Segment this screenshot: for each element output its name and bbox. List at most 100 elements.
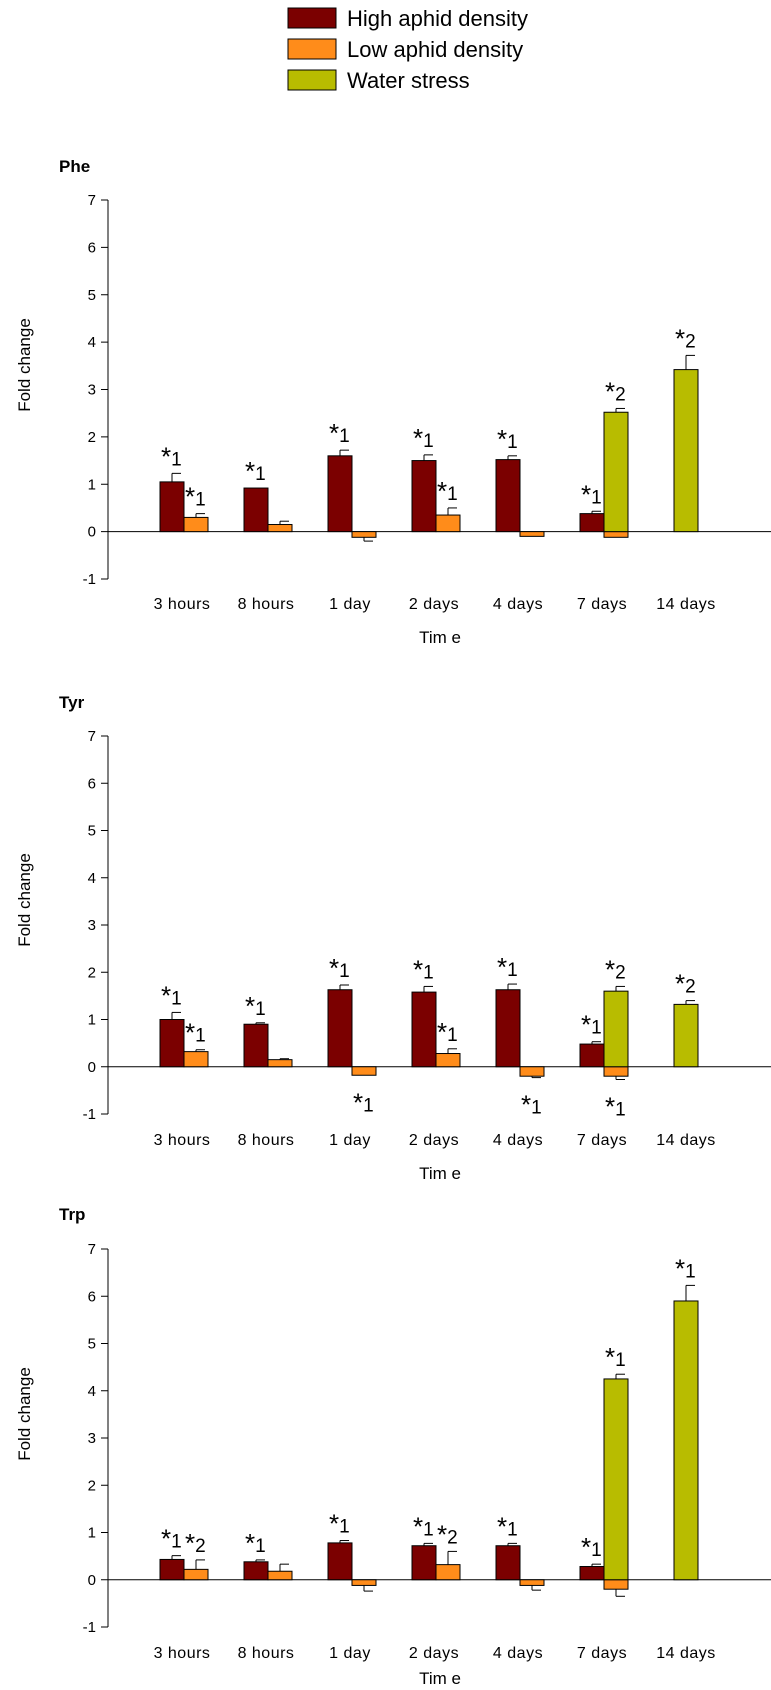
y-tick-label: 1 [88,1525,96,1542]
significance-group: 1 [447,1025,458,1046]
bar [579,1043,605,1068]
y-tick-label: 0 [88,1059,96,1076]
bar [411,460,437,533]
y-tick-label: 7 [88,1241,96,1258]
significance-label: *2 [675,323,696,353]
x-axis-label: Tim e [419,1164,461,1183]
x-axis-label: Tim e [419,628,461,647]
bar [327,989,353,1068]
significance-group: 1 [255,999,266,1020]
significance-group: 1 [423,962,434,983]
significance-star: * [245,991,255,1021]
significance-star: * [437,476,447,506]
significance-label: *1 [521,1090,542,1120]
x-tick-label: 8 hours [238,596,295,613]
bar [579,1566,605,1581]
significance-label: *1 [605,1342,626,1372]
significance-label: *2 [605,954,626,984]
significance-star: * [675,969,685,999]
x-tick-label: 8 hours [238,1645,295,1662]
significance-label: *1 [581,1010,602,1040]
significance-group: 1 [507,432,518,453]
legend-swatch [287,38,337,60]
bar [495,1545,521,1581]
significance-group: 1 [423,1519,434,1540]
significance-group: 1 [339,1517,350,1538]
significance-star: * [605,376,615,406]
bar [435,1053,461,1068]
bar [327,455,353,533]
significance-group: 2 [195,1536,206,1557]
significance-label: *1 [497,1511,518,1541]
significance-star: * [329,953,339,983]
x-tick-label: 4 days [493,596,543,613]
significance-group: 1 [447,484,458,505]
y-tick-label: 0 [88,1572,96,1589]
significance-star: * [185,482,195,512]
x-tick-label: 14 days [656,596,716,613]
x-tick-label: 1 day [329,1132,371,1149]
bar [603,531,629,538]
significance-group: 1 [171,449,182,470]
significance-label: *1 [185,482,206,512]
significance-label: *2 [437,1519,458,1549]
significance-group: 1 [591,487,602,508]
significance-label: *1 [245,456,266,486]
y-tick-label: 5 [88,823,96,840]
x-tick-label: 1 day [329,1645,371,1662]
significance-label: *2 [675,969,696,999]
significance-label: *1 [161,441,182,471]
significance-label: *1 [161,1524,182,1554]
bar [603,1378,629,1581]
significance-group: 1 [363,1095,374,1116]
bar [495,989,521,1068]
significance-group: 1 [171,988,182,1009]
significance-star: * [161,441,171,471]
x-tick-label: 2 days [409,1132,459,1149]
bar [243,487,269,533]
y-tick-label: 3 [88,1430,96,1447]
bar [183,516,209,533]
x-tick-label: 3 hours [154,1645,211,1662]
significance-label: *2 [185,1528,206,1558]
significance-group: 1 [507,1519,518,1540]
bar [435,1564,461,1581]
significance-label: *1 [329,1509,350,1539]
x-tick-label: 14 days [656,1645,716,1662]
significance-label: *1 [413,954,434,984]
x-tick-label: 2 days [409,1645,459,1662]
significance-star: * [413,423,423,453]
chart-panel-phe: Phe -1 0 1 2 3 4 5 6 7 Fold change 3 hours 8 hours 1 … [15,157,771,647]
bar [327,1542,353,1581]
y-tick-label: 5 [88,1336,96,1353]
legend-swatch [287,7,337,29]
significance-star: * [245,1528,255,1558]
significance-group: 1 [615,1100,626,1121]
significance-star: * [329,418,339,448]
significance-star: * [521,1090,531,1120]
significance-star: * [675,1253,685,1283]
bar [183,1568,209,1581]
bar [519,1579,545,1586]
bar [411,1545,437,1581]
significance-group: 1 [255,1536,266,1557]
significance-label: *2 [605,376,626,406]
chart-title: Phe [59,157,90,176]
significance-star: * [605,1092,615,1122]
y-axis-label: Fold change [15,318,34,412]
y-tick-label: 4 [88,334,96,351]
y-tick-label: 5 [88,287,96,304]
bar [603,1579,629,1590]
significance-group: 1 [615,1350,626,1371]
legend-swatch [287,69,337,91]
significance-group: 1 [339,426,350,447]
significance-group: 2 [615,384,626,405]
bar [243,1561,269,1581]
y-tick-label: 2 [88,1477,96,1494]
bar [267,1059,293,1068]
bar [673,369,699,533]
significance-group: 2 [685,977,696,998]
bar [183,1051,209,1068]
bar [519,1066,545,1077]
